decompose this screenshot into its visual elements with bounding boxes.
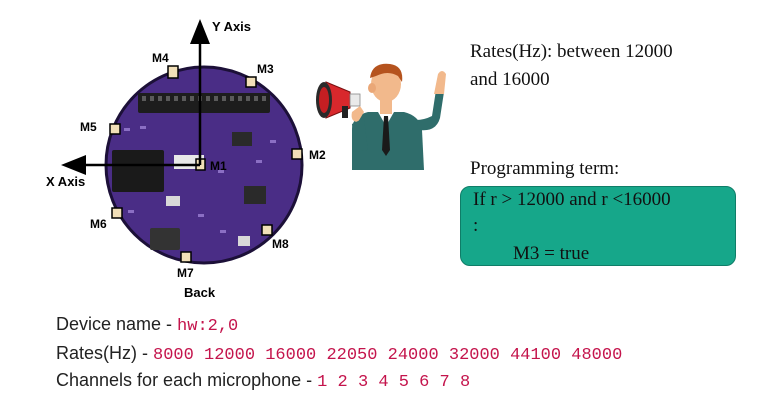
rates-note-line1: Rates(Hz): between 12000 (470, 41, 673, 62)
device-name-label: Device name - (56, 314, 178, 334)
mic-pad-m3 (245, 76, 257, 88)
mic-label-m6: M6 (90, 217, 107, 231)
mic-label-m2: M2 (309, 148, 326, 162)
header-pins (138, 93, 270, 113)
rates-value: 8000 12000 16000 22050 24000 32000 44100… (153, 346, 623, 365)
megaphone-person-illustration (316, 63, 446, 170)
megaphone-icon (316, 81, 361, 119)
code-line-assignment: M3 = true (513, 243, 590, 264)
rates-note: Rates(Hz): between 12000 and 16000 (470, 38, 760, 94)
mic-label-m7: M7 (177, 266, 194, 280)
rates-note-line2: and 16000 (470, 69, 550, 90)
device-name-value: hw:2,0 (177, 317, 239, 336)
mic-label-m8: M8 (272, 237, 289, 251)
code-line-condition: If r > 12000 and r <16000 (473, 189, 671, 210)
channels-value: 1 2 3 4 5 6 7 8 (317, 373, 471, 392)
rates-label: Rates(Hz) - (56, 343, 154, 363)
mic-label-m4: M4 (152, 51, 169, 65)
mic-label-m1: M1 (210, 159, 227, 173)
mic-label-m3: M3 (257, 62, 274, 76)
channels-label: Channels for each microphone - (56, 370, 318, 390)
programming-code-box: If r > 12000 and r <16000 : M3 = true (460, 186, 736, 266)
mic-pad-m4 (167, 65, 179, 79)
mic-label-m5: M5 (80, 120, 97, 134)
back-label: Back (184, 285, 216, 300)
rates-row: Rates(Hz) - 8000 12000 16000 22050 24000… (56, 343, 622, 365)
programming-title: Programming term: (470, 158, 620, 179)
mic-pad-m5 (109, 123, 121, 135)
processor-chip (112, 150, 164, 192)
mic-pad-m2 (291, 148, 303, 160)
device-name-row: Device name - hw:2,0 (56, 314, 238, 336)
y-axis-label: Y Axis (212, 19, 251, 34)
mic-pad-m6 (111, 207, 123, 219)
code-line-colon: : (473, 215, 479, 236)
mic-pad-m7 (180, 251, 192, 263)
x-axis-label: X Axis (46, 174, 85, 189)
channels-row: Channels for each microphone - 1 2 3 4 5… (56, 370, 470, 392)
mic-array-board-diagram: Y Axis X Axis M1 M2 M3 M4 M5 M6 M7 M8 Ba… (46, 19, 326, 300)
mic-pad-m8 (261, 224, 273, 236)
